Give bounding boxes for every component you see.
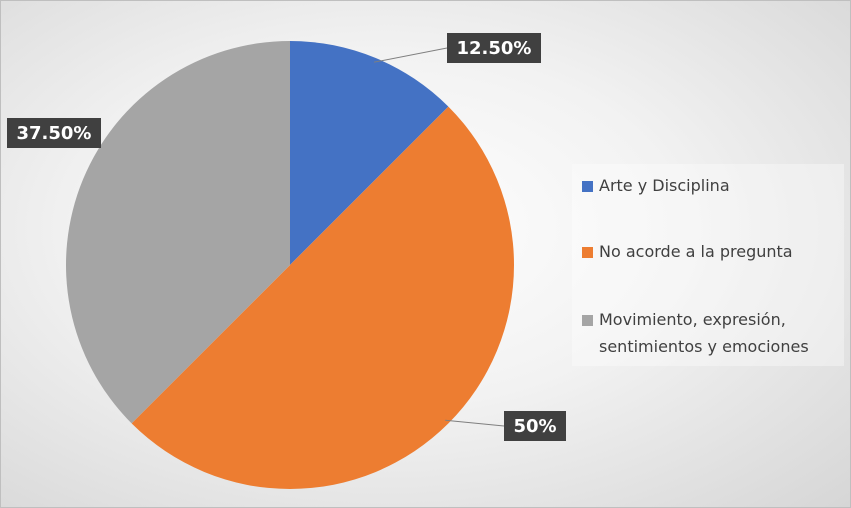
data-label-box: [447, 33, 541, 63]
data-label: 12.50%: [457, 38, 532, 59]
legend-item: No acorde a la pregunta: [582, 238, 844, 265]
data-label: 37.50%: [17, 123, 92, 144]
legend-swatch: [582, 181, 593, 192]
legend-item: Movimiento, expresión, sentimientos y em…: [582, 306, 844, 360]
legend-swatch: [582, 315, 593, 326]
legend-item: Arte y Disciplina: [582, 172, 844, 199]
leader-line: [373, 47, 448, 63]
legend-label: No acorde a la pregunta: [599, 242, 793, 261]
data-label-box: [7, 118, 101, 148]
pie-slice: [65, 41, 290, 424]
legend-label: Movimiento, expresión, sentimientos y em…: [599, 310, 809, 356]
leader-line: [445, 419, 505, 427]
pie-slice: [290, 41, 449, 265]
data-label-box: [504, 411, 566, 441]
pie-slice: [131, 106, 514, 489]
legend-swatch: [582, 247, 593, 258]
legend-label: Arte y Disciplina: [599, 176, 730, 195]
legend: Arte y Disciplina No acorde a la pregunta…: [572, 164, 844, 366]
data-label: 50%: [513, 416, 556, 437]
